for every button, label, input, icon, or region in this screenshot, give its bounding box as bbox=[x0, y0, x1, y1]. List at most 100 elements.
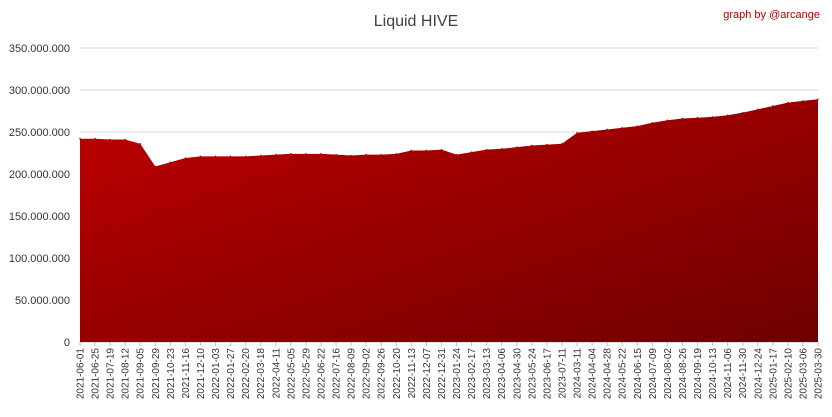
x-tick-label: 2022-07-16 bbox=[332, 348, 343, 400]
data-point bbox=[606, 128, 608, 131]
data-point bbox=[455, 153, 458, 156]
data-point bbox=[726, 114, 729, 116]
x-tick-label: 2022-12-07 bbox=[422, 348, 433, 400]
y-tick-label: 0 bbox=[64, 337, 70, 349]
x-tick-label: 2022-11-13 bbox=[407, 348, 418, 399]
data-point bbox=[290, 153, 292, 155]
x-tick-label: 2022-01-03 bbox=[211, 348, 222, 400]
x-tick-label: 2022-05-05 bbox=[286, 348, 297, 400]
y-tick-label: 250.000.000 bbox=[9, 127, 70, 139]
x-tick-label: 2024-10-13 bbox=[708, 348, 719, 400]
y-tick-label: 350.000.000 bbox=[9, 43, 70, 55]
data-point bbox=[500, 148, 503, 150]
x-tick-label: 2025-03-30 bbox=[814, 348, 825, 400]
x-tick-label: 2021-09-29 bbox=[151, 348, 162, 400]
data-point bbox=[124, 138, 126, 141]
data-point bbox=[259, 154, 262, 157]
x-tick-label: 2025-03-06 bbox=[798, 348, 809, 400]
y-axis: 0 50.000.000 100.000.000 150.000.000 200.000… bbox=[9, 43, 70, 349]
x-tick-label: 2024-11-06 bbox=[723, 348, 734, 399]
data-point bbox=[741, 111, 744, 114]
x-tick-label: 2021-10-23 bbox=[166, 348, 177, 400]
x-tick-label: 2024-07-09 bbox=[648, 348, 659, 400]
x-tick-label: 2025-01-17 bbox=[768, 348, 779, 400]
x-tick-label: 2022-12-31 bbox=[437, 348, 448, 400]
data-point bbox=[350, 154, 352, 157]
data-point bbox=[380, 153, 383, 156]
x-tick-label: 2025-02-10 bbox=[783, 348, 794, 400]
data-point bbox=[651, 121, 654, 124]
x-axis: 2021-06-01 2021-06-25 2021-07-19 2021-08-12… bbox=[76, 342, 825, 399]
x-tick-label: 2022-10-20 bbox=[392, 348, 403, 400]
data-point bbox=[561, 142, 563, 145]
data-point bbox=[410, 149, 413, 152]
data-point bbox=[772, 105, 774, 107]
x-tick-label: 2022-05-29 bbox=[301, 348, 312, 400]
data-point bbox=[470, 151, 473, 153]
x-tick-label: 2024-09-19 bbox=[693, 348, 704, 400]
data-point bbox=[711, 116, 714, 118]
data-point bbox=[94, 137, 96, 140]
data-point bbox=[591, 130, 593, 132]
y-tick-label: 150.000.000 bbox=[9, 211, 70, 223]
chart-title: Liquid HIVE bbox=[374, 13, 459, 30]
data-point bbox=[802, 100, 804, 102]
data-point bbox=[274, 153, 277, 156]
data-point bbox=[184, 157, 187, 159]
data-point bbox=[154, 165, 157, 168]
data-point bbox=[199, 155, 202, 158]
x-tick-label: 2023-04-06 bbox=[497, 348, 508, 400]
data-point bbox=[440, 148, 443, 151]
x-tick-label: 2024-03-11 bbox=[573, 348, 584, 399]
data-point bbox=[169, 161, 172, 164]
x-tick-label: 2021-09-05 bbox=[136, 348, 147, 400]
data-point bbox=[515, 146, 518, 148]
data-point bbox=[395, 153, 398, 155]
x-tick-label: 2021-12-10 bbox=[196, 348, 207, 400]
data-point bbox=[636, 125, 639, 127]
x-tick-label: 2023-04-30 bbox=[512, 348, 523, 400]
y-tick-label: 200.000.000 bbox=[9, 169, 70, 181]
data-point bbox=[335, 153, 337, 156]
x-tick-label: 2024-04-04 bbox=[588, 348, 599, 400]
data-point bbox=[139, 142, 142, 145]
area-series bbox=[79, 98, 819, 343]
x-tick-label: 2023-01-24 bbox=[452, 348, 463, 400]
x-tick-label: 2022-06-22 bbox=[316, 348, 327, 400]
data-point bbox=[425, 149, 428, 152]
x-tick-label: 2021-07-19 bbox=[106, 348, 117, 400]
data-point bbox=[621, 127, 624, 129]
x-tick-label: 2023-07-11 bbox=[557, 348, 568, 399]
x-tick-label: 2024-11-30 bbox=[738, 348, 749, 399]
x-tick-label: 2021-08-12 bbox=[121, 348, 132, 400]
data-point bbox=[365, 153, 367, 156]
chart-credit: graph by @arcange bbox=[723, 9, 820, 21]
data-point bbox=[756, 108, 759, 111]
data-point bbox=[817, 98, 819, 101]
data-point bbox=[696, 116, 699, 119]
data-point bbox=[229, 155, 232, 158]
x-tick-label: 2024-08-26 bbox=[678, 348, 689, 400]
x-tick-label: 2024-05-22 bbox=[618, 348, 629, 400]
data-point bbox=[79, 137, 81, 140]
data-point bbox=[787, 101, 789, 104]
data-point bbox=[485, 148, 488, 151]
data-point bbox=[244, 155, 247, 158]
x-tick-label: 2023-02-17 bbox=[467, 348, 478, 400]
data-point bbox=[546, 143, 548, 146]
x-tick-label: 2021-06-01 bbox=[76, 348, 87, 400]
x-tick-label: 2024-12-24 bbox=[753, 348, 764, 400]
data-point bbox=[214, 155, 217, 158]
x-tick-label: 2022-09-26 bbox=[377, 348, 388, 400]
x-tick-label: 2024-08-02 bbox=[663, 348, 674, 400]
x-tick-label: 2023-06-17 bbox=[542, 348, 553, 400]
data-point bbox=[305, 153, 307, 155]
x-tick-label: 2023-03-13 bbox=[482, 348, 493, 400]
x-tick-label: 2022-08-09 bbox=[347, 348, 358, 400]
data-point bbox=[531, 144, 533, 147]
x-tick-label: 2022-02-20 bbox=[241, 348, 252, 400]
x-tick-label: 2022-01-27 bbox=[226, 348, 237, 400]
x-tick-label: 2022-04-11 bbox=[271, 348, 282, 399]
